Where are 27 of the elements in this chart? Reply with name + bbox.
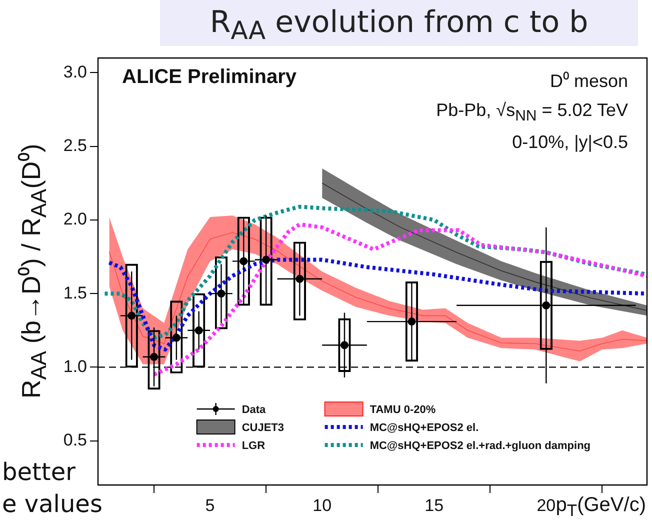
legend-label: Data: [242, 404, 267, 416]
y-tick-label: 3.0: [63, 62, 87, 82]
annotation: D⁰ meson: [550, 70, 628, 92]
line-series: [107, 258, 647, 352]
legend-label: CUJET3: [242, 422, 284, 434]
annotation: Pb-Pb, √s$_{NN}$ = 5.02 TeV: [436, 100, 628, 125]
legend-label: TAMU 0-20%: [370, 404, 436, 416]
annotation: 0-10%, |y|<0.5: [512, 132, 628, 153]
y-tick-label: 1.0: [63, 356, 87, 376]
text: e values: [2, 490, 102, 518]
x-tick-label: 15: [424, 496, 444, 515]
line-series: [152, 222, 647, 377]
legend-label: MC@sHQ+EPOS2 el.+rad.+gluon damping: [370, 440, 591, 452]
legend-label: LGR: [242, 440, 266, 452]
y-tick-label: 1.5: [63, 283, 87, 302]
chart-title: R$_{AA}$ evolution from c to b: [160, 0, 638, 46]
legend-label: MC@sHQ+EPOS2 el.: [370, 422, 479, 434]
y-tick-label: 2.0: [63, 210, 87, 229]
x-axis-title: p$_{T}$(GeV/c): [556, 494, 646, 521]
annotation: ALICE Preliminary: [122, 66, 297, 89]
x-tick-label: 5: [205, 496, 215, 515]
x-tick-label: 10: [312, 496, 332, 515]
text: better: [2, 458, 76, 486]
y-tick-label: 0.5: [63, 430, 87, 450]
y-tick-label: 2.5: [63, 136, 87, 156]
x-tick-label: 20: [536, 496, 556, 515]
line-series: [102, 204, 647, 340]
